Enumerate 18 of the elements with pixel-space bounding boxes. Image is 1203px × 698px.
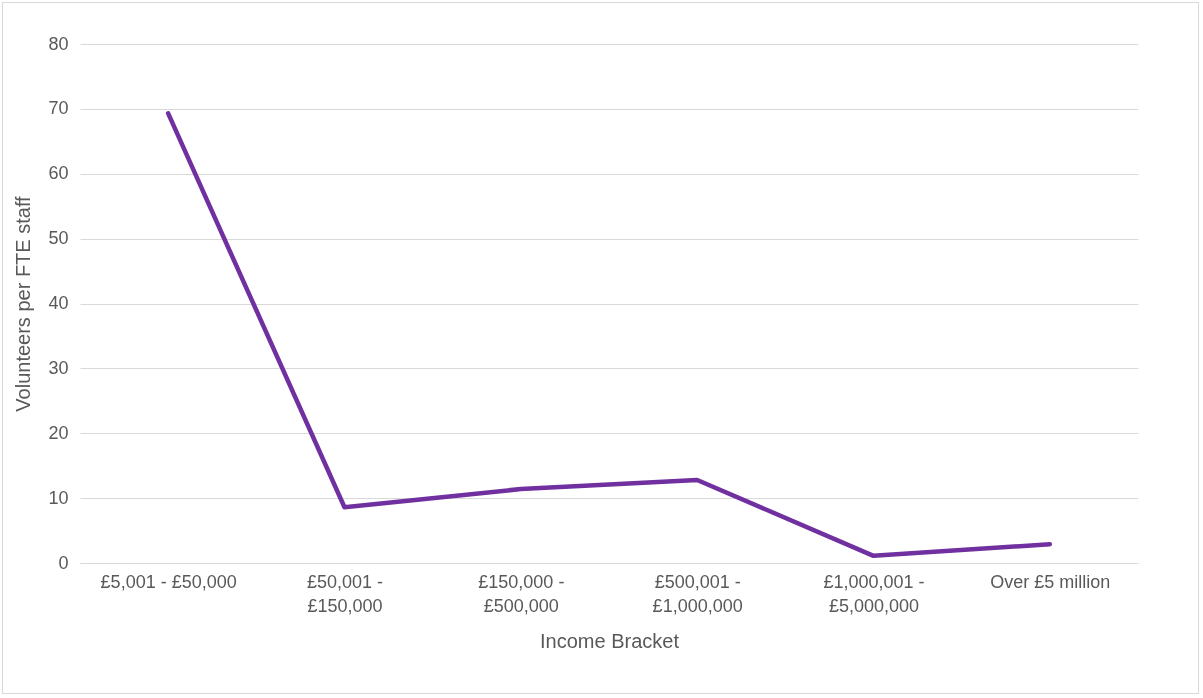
y-tick-label: 50 (48, 228, 69, 249)
y-tick-label: 10 (48, 487, 69, 508)
x-tick-label: £150,000 - £500,000 (478, 571, 565, 616)
y-tick-label: 0 (58, 552, 69, 573)
y-tick-label: 20 (48, 422, 69, 443)
x-tick-label: £50,001 - £150,000 (306, 571, 384, 616)
y-tick-label: 80 (48, 33, 69, 54)
x-tick-label: Over £5 million (990, 571, 1111, 592)
x-tick-label: £500,001 - £1,000,000 (652, 571, 743, 616)
x-axis-title: Income Bracket (540, 629, 680, 652)
line-series (165, 111, 1053, 559)
x-tick-label: £5,001 - £50,000 (100, 571, 237, 592)
y-axis-title: Volunteers per FTE staff (12, 195, 35, 412)
y-tick-label: 40 (48, 293, 69, 313)
x-tick-label: £1,000,001 - £5,000,000 (823, 571, 925, 616)
y-tick-label: 60 (48, 163, 69, 184)
y-tick-label: 70 (48, 98, 69, 119)
y-tick-label: 30 (48, 357, 69, 378)
